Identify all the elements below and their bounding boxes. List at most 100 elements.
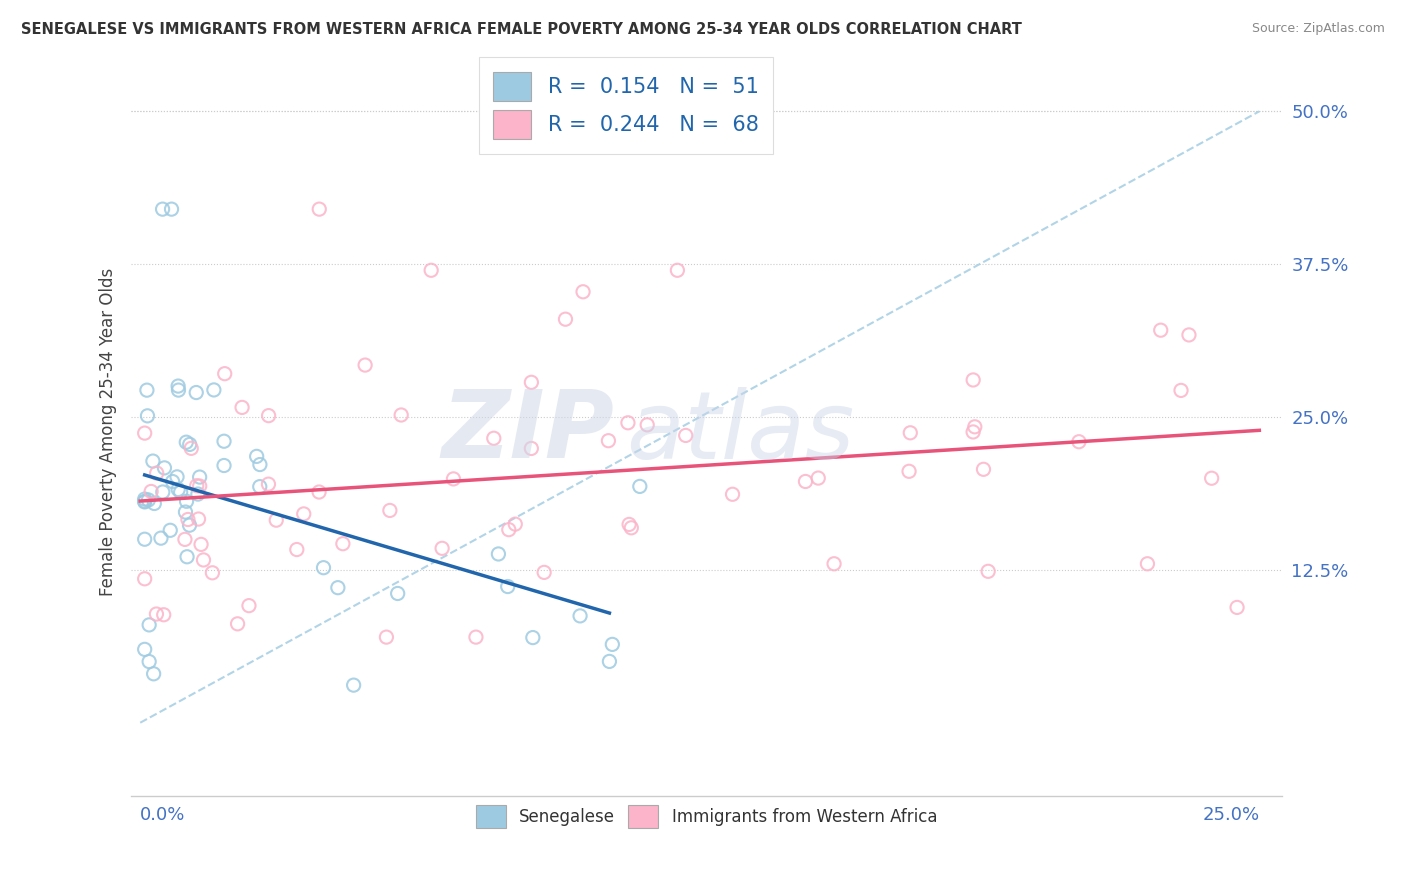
Point — [264, 513, 287, 527]
Point — [1201, 471, 1223, 485]
Point — [486, 547, 509, 561]
Point — [186, 385, 208, 400]
Point — [202, 383, 225, 397]
Point — [598, 434, 620, 448]
Point — [187, 512, 209, 526]
Point — [174, 505, 197, 519]
Point — [1067, 434, 1090, 449]
Point — [136, 409, 159, 423]
Point — [134, 495, 156, 509]
Point — [503, 517, 526, 532]
Text: ZIP: ZIP — [441, 386, 614, 478]
Point — [898, 464, 921, 478]
Point — [962, 425, 984, 439]
Point — [179, 518, 201, 533]
Point — [176, 494, 198, 508]
Text: SENEGALESE VS IMMIGRANTS FROM WESTERN AFRICA FEMALE POVERTY AMONG 25-34 YEAR OLD: SENEGALESE VS IMMIGRANTS FROM WESTERN AF… — [21, 22, 1022, 37]
Point — [962, 373, 984, 387]
Point — [249, 480, 271, 494]
Point — [389, 408, 412, 422]
Text: 25.0%: 25.0% — [1202, 805, 1260, 824]
Point — [354, 358, 377, 372]
Point — [554, 312, 576, 326]
Point — [134, 492, 156, 507]
Point — [249, 458, 271, 472]
Point — [482, 431, 505, 445]
Point — [378, 503, 401, 517]
Point — [1178, 327, 1201, 342]
Point — [145, 607, 167, 621]
Point — [214, 367, 236, 381]
Point — [138, 655, 160, 669]
Point — [636, 417, 658, 432]
Point — [141, 484, 163, 499]
Point — [167, 383, 190, 397]
Point — [617, 416, 640, 430]
Point — [153, 461, 176, 475]
Point — [135, 383, 157, 397]
Point — [308, 202, 330, 216]
Point — [201, 566, 224, 580]
Point — [167, 379, 190, 393]
Point — [520, 376, 543, 390]
Point — [193, 553, 215, 567]
Point — [666, 263, 689, 277]
Point — [375, 630, 398, 644]
Point — [721, 487, 744, 501]
Point — [430, 541, 453, 556]
Point — [420, 263, 443, 277]
Legend: Senegalese, Immigrants from Western Africa: Senegalese, Immigrants from Western Afri… — [470, 798, 943, 835]
Point — [572, 285, 595, 299]
Point — [134, 533, 156, 547]
Point — [159, 524, 181, 538]
Point — [167, 483, 190, 497]
Point — [188, 470, 211, 484]
Point — [332, 537, 354, 551]
Point — [231, 401, 253, 415]
Text: Source: ZipAtlas.com: Source: ZipAtlas.com — [1251, 22, 1385, 36]
Point — [1170, 384, 1192, 398]
Y-axis label: Female Poverty Among 25-34 Year Olds: Female Poverty Among 25-34 Year Olds — [100, 268, 117, 597]
Point — [180, 442, 202, 456]
Point — [308, 485, 330, 500]
Point — [443, 472, 465, 486]
Point — [522, 631, 544, 645]
Point — [977, 564, 1000, 578]
Point — [177, 512, 200, 526]
Point — [257, 477, 280, 491]
Point — [1226, 600, 1249, 615]
Point — [823, 557, 845, 571]
Point — [212, 458, 235, 473]
Point — [675, 428, 697, 442]
Point — [602, 637, 624, 651]
Point — [166, 470, 188, 484]
Point — [134, 642, 156, 657]
Point — [145, 466, 167, 480]
Point — [326, 581, 349, 595]
Point — [898, 425, 921, 440]
Point — [162, 475, 184, 489]
Point — [134, 494, 156, 508]
Point — [285, 542, 308, 557]
Point — [212, 434, 235, 449]
Point — [226, 616, 249, 631]
Point — [569, 608, 592, 623]
Point — [343, 678, 366, 692]
Point — [176, 549, 198, 564]
Point — [188, 479, 211, 493]
Point — [186, 479, 208, 493]
Point — [174, 435, 197, 450]
Point — [312, 560, 335, 574]
Point — [598, 654, 620, 668]
Point — [1150, 323, 1173, 337]
Point — [169, 485, 191, 500]
Point — [498, 523, 520, 537]
Point — [465, 630, 488, 644]
Point — [160, 202, 183, 216]
Point — [138, 492, 160, 507]
Point — [387, 586, 409, 600]
Point — [138, 618, 160, 632]
Point — [972, 462, 994, 476]
Point — [152, 607, 174, 622]
Point — [628, 479, 651, 493]
